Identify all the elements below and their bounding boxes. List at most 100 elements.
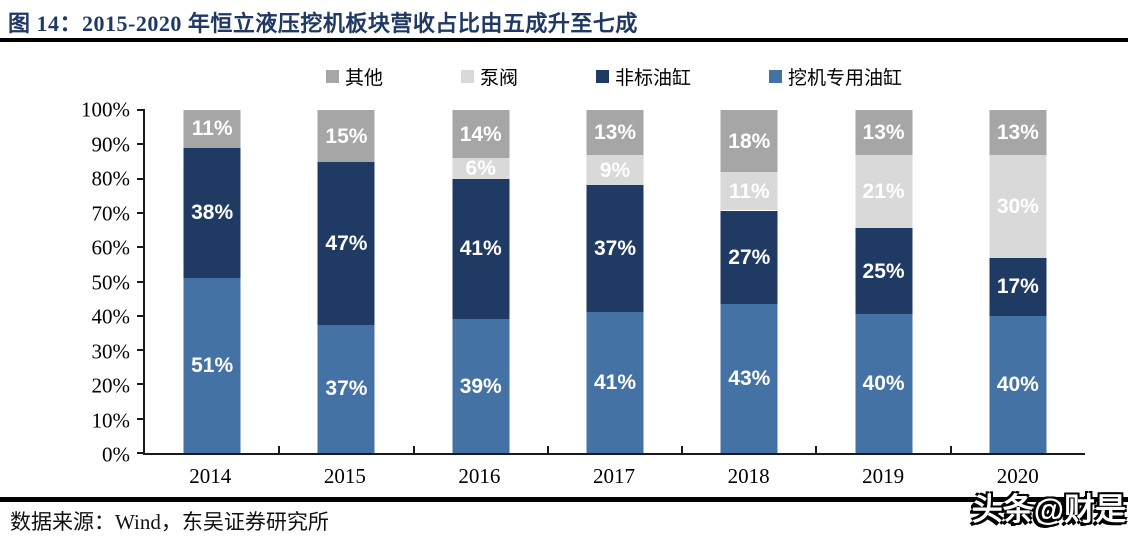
bar-segment: 9% [586,154,644,186]
bottom-divider [0,497,1128,502]
legend-swatch-icon [460,70,474,83]
y-tick-label: 60% [91,235,131,260]
y-tick-label: 80% [91,166,131,191]
bar-segment-label: 41% [593,371,637,395]
bar-segment-label: 11% [191,117,233,141]
y-tick-mark [137,109,145,111]
y-tick-mark [137,177,145,180]
x-tick-label: 2018 [727,464,770,488]
bar-segment: 15% [317,110,375,162]
legend-label: 其他 [344,68,383,89]
bar-segment: 39% [452,319,510,453]
bar-segment: 37% [317,324,375,453]
watermark: 头条@财是 [971,492,1126,527]
legend-item: 其他 [325,63,383,90]
bar-segment-label: 39% [459,374,502,398]
y-tick-mark [137,452,145,454]
bar-column: 40% 17% 30% 13% [989,110,1047,453]
y-tick-label: 10% [91,408,131,432]
x-axis-labels: 2014 2015 2016 2017 2018 2019 2020 [143,464,1085,492]
y-tick-label: 30% [91,339,131,363]
bar-segment-label: 13% [593,120,637,144]
bar-segment: 40% [989,315,1047,453]
bar-segment-label: 41% [459,237,502,261]
y-tick-label: 100% [81,97,130,122]
bar-segment: 13% [855,110,913,156]
bar-segment: 47% [317,161,375,325]
bar-segment: 6% [452,156,510,180]
legend-swatch-icon [596,70,609,83]
y-tick-mark [137,280,145,283]
x-tick-mark [815,446,818,453]
bar-segment: 27% [720,210,778,305]
bar-column: 37% 47% 15% [317,110,375,453]
x-tick-label: 2019 [862,464,905,488]
y-axis-labels: 0% 10% 20% 30% 40% 50% 60% 70% 80% 90% 100% [0,98,131,467]
bar-segment: 41% [452,178,510,320]
bar-segment: 11% [720,172,778,211]
bar-segment: 41% [586,312,644,453]
bar-segment: 21% [855,155,913,228]
legend-item: 泵阀 [460,63,518,90]
bar-segment: 17% [989,257,1047,316]
x-tick-mark [412,446,415,453]
bar-segment-label: 18% [728,129,771,153]
legend-item: 非标油缸 [596,63,691,90]
data-source: 数据来源：Wind，东吴证券研究所 [10,510,329,534]
bar-segment-label: 13% [862,121,905,145]
bar-segment-label: 17% [996,275,1039,299]
figure-title: 图 14：2015-2020 年恒立液压挖机板块营收占比由五成升至七成 [8,11,638,36]
x-tick-label: 2020 [996,464,1039,488]
y-tick-mark [137,383,145,386]
bar-segment-label: 40% [862,372,905,396]
bar-segment-label: 27% [728,245,771,269]
bar-segment-label: 38% [191,201,234,225]
bar-segment: 14% [452,110,510,159]
legend-label: 泵阀 [479,68,518,89]
bar-segment: 40% [855,314,913,453]
y-tick-mark [137,417,145,420]
bar-segment: 11% [183,110,241,148]
y-tick-mark [137,349,145,352]
x-tick-mark [278,446,281,453]
bar-column: 41% 37% 9% 13% [586,110,644,453]
legend-swatch-icon [325,70,339,83]
y-tick-label: 50% [91,270,131,294]
bar-segment-label: 40% [996,372,1039,396]
bar-segment-label: 51% [191,354,234,378]
bar-segment-label: 9% [599,158,631,182]
x-tick-mark [546,446,549,453]
bar-segment-label: 14% [459,122,502,146]
legend-swatch-icon [769,70,783,83]
legend-label: 非标油缸 [615,68,692,89]
bar-segment-label: 11% [728,179,770,203]
bar-column: 40% 25% 21% 13% [855,110,913,453]
bar-segment: 43% [720,304,778,453]
bar-segment-label: 30% [996,194,1039,218]
legend-label: 挖机专用油缸 [788,68,903,89]
y-tick-label: 0% [102,442,130,467]
bar-segment-label: 37% [325,377,368,401]
bar-segment-label: 47% [325,231,368,255]
x-tick-label: 2015 [323,464,366,488]
bar-segment-label: 25% [862,259,905,283]
bar-segment-label: 37% [593,237,637,261]
bar-segment: 13% [586,110,644,155]
bar-segment: 18% [720,110,778,173]
y-tick-mark [137,314,145,317]
bar-column: 51% 38% 11% [183,110,241,453]
bar-segment-label: 15% [325,124,368,148]
bar-segment: 38% [183,147,241,279]
x-tick-mark [949,446,952,453]
y-tick-mark [137,143,145,146]
bar-segment-label: 6% [465,156,496,180]
chart-legend: 其他 泵阀 非标油缸 挖机专用油缸 [143,63,1085,90]
title-divider [0,38,1128,42]
bar-segment-label: 21% [862,179,905,203]
y-tick-label: 40% [91,304,131,329]
plot-area: 51% 38% 11% 37% 47% 15% 39% 41% 6% 14% 41% 37% 9% 13%… [137,109,1085,455]
y-tick-label: 90% [91,132,131,156]
x-tick-mark [681,446,684,453]
x-tick-label: 2014 [189,464,232,488]
bar-segment: 37% [586,185,644,313]
